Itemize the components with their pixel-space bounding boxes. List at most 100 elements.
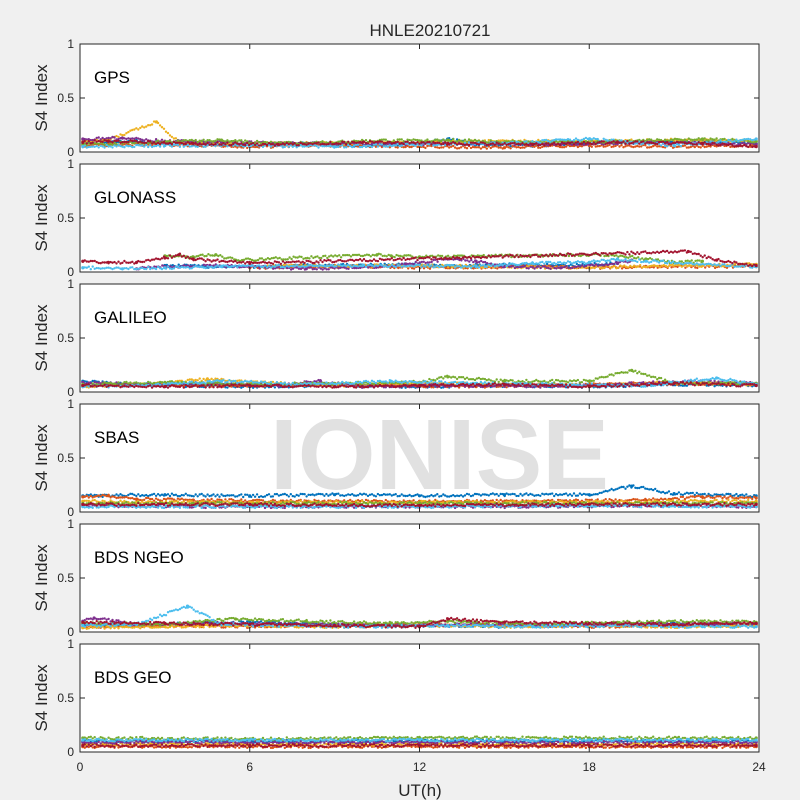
scatter-point: [386, 265, 389, 269]
scatter-point: [147, 142, 150, 145]
scatter-point: [253, 145, 257, 149]
scatter-point: [408, 262, 412, 265]
scatter-point: [543, 265, 546, 268]
scatter-point: [737, 143, 740, 146]
scatter-point: [131, 128, 134, 132]
scatter-point: [689, 250, 692, 253]
scatter-point: [392, 139, 395, 142]
scatter-point: [182, 254, 185, 257]
scatter-point: [297, 260, 300, 263]
scatter-point: [713, 138, 716, 141]
scatter-point: [637, 265, 640, 268]
scatter-point: [487, 254, 490, 257]
scatter-point: [83, 139, 87, 143]
scatter-point: [743, 142, 746, 145]
scatter-point: [166, 131, 170, 135]
scatter-point: [606, 144, 609, 147]
scatter-point: [745, 262, 748, 265]
scatter-point: [319, 141, 322, 144]
scatter-point: [549, 260, 552, 264]
scatter-point: [317, 261, 320, 264]
scatter-point: [248, 143, 251, 147]
scatter-point: [642, 260, 645, 263]
scatter-point: [244, 143, 247, 147]
scatter-point: [253, 266, 257, 269]
scatter-point: [271, 146, 275, 149]
scatter-point: [468, 260, 471, 263]
scatter-point: [337, 140, 340, 143]
scatter-point: [452, 264, 455, 267]
scatter-point: [751, 144, 754, 147]
scatter-point: [531, 143, 534, 146]
scatter-point: [335, 265, 338, 268]
scatter-point: [170, 145, 174, 148]
scatter-point: [85, 143, 89, 147]
scatter-point: [303, 268, 307, 271]
scatter-point: [162, 145, 166, 148]
scatter-point: [358, 144, 362, 147]
plot-area: [80, 284, 759, 392]
scatter-point: [162, 140, 166, 144]
scatter-point: [234, 264, 237, 267]
scatter-point: [751, 264, 754, 268]
scatter-point: [362, 263, 366, 267]
scatter-point: [111, 146, 114, 149]
scatter-point: [256, 258, 260, 262]
scatter-point: [402, 142, 405, 146]
scatter-point: [170, 135, 174, 139]
scatter-point: [727, 141, 730, 145]
scatter-point: [299, 265, 302, 268]
scatter-point: [416, 141, 419, 144]
scatter-point: [242, 260, 245, 263]
scatter-point: [606, 253, 609, 256]
scatter-point: [394, 141, 397, 144]
scatter-point: [444, 141, 447, 144]
scatter-point: [594, 263, 598, 266]
scatter-point: [160, 141, 164, 144]
scatter-point: [160, 267, 164, 271]
scatter-point: [723, 137, 726, 141]
scatter-point: [479, 147, 483, 150]
scatter-point: [541, 260, 544, 264]
scatter-point: [624, 142, 627, 145]
scatter-point: [374, 143, 378, 146]
scatter-point: [426, 144, 429, 148]
scatter-point: [131, 266, 134, 269]
scatter-point: [194, 138, 197, 142]
scatter-point: [343, 140, 346, 144]
scatter-point: [158, 124, 162, 127]
scatter-point: [276, 266, 279, 269]
scatter-point: [491, 263, 494, 266]
scatter-point: [117, 135, 120, 139]
scatter-point: [523, 264, 526, 268]
scatter-point: [603, 266, 606, 270]
scatter-point: [450, 142, 453, 145]
scatter-point: [354, 139, 358, 143]
scatter-point: [190, 138, 193, 142]
scatter-point: [313, 264, 316, 268]
scatter-point: [230, 140, 233, 143]
scatter-point: [592, 252, 595, 255]
scatter-point: [630, 138, 633, 141]
scatter-point: [273, 141, 277, 144]
scatter-point: [588, 144, 591, 147]
scatter-point: [562, 142, 566, 145]
scatter-point: [212, 140, 215, 143]
scatter-point: [602, 143, 605, 146]
scatter-point: [273, 260, 277, 263]
scatter-point: [111, 141, 114, 144]
scatter-point: [107, 266, 110, 269]
scatter-point: [307, 145, 310, 148]
scatter-point: [644, 265, 648, 269]
scatter-point: [533, 145, 536, 148]
scatter-point: [208, 139, 211, 142]
scatter-point: [93, 142, 96, 145]
scatter-point: [345, 146, 348, 149]
scatter-point: [588, 263, 592, 267]
scatter-point: [523, 146, 526, 149]
scatter-point: [178, 145, 182, 148]
scatter-point: [221, 255, 224, 258]
scatter-point: [446, 254, 450, 257]
scatter-point: [115, 145, 118, 148]
